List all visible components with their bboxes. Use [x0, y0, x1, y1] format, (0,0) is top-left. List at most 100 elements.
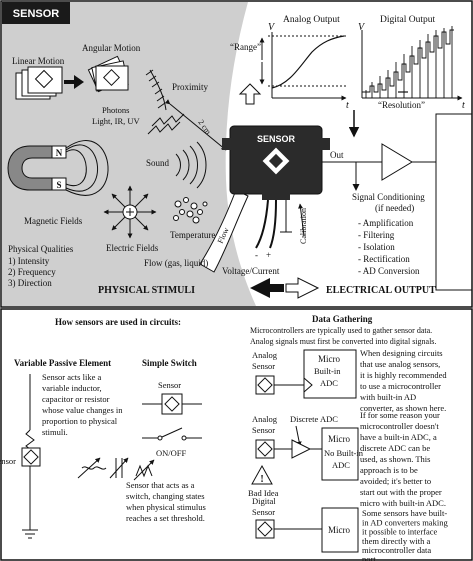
row3-desc-6: port.: [362, 554, 378, 561]
sensor-header: SENSOR: [13, 8, 60, 20]
row1-desc-5: with built-in AD: [360, 392, 416, 402]
electrical-output-label: ELECTRICAL OUTPUT: [326, 285, 436, 296]
sensor-header-bg: [2, 2, 70, 24]
switch-sensor-diamond: [164, 396, 180, 412]
digital-resolution-label: “Resolution”: [378, 100, 425, 110]
calibration-label: Calibration: [299, 208, 308, 244]
sound-waves-icon: [175, 141, 207, 189]
row2-micro-box: [321, 427, 359, 481]
row2-desc-5: used, as shown. This: [360, 454, 430, 464]
bottom-panel-frame: [0, 308, 473, 561]
row2-desc-1: If for some reason your: [360, 410, 440, 420]
photon-rays-icon: [147, 113, 185, 135]
switch-desc-3: when physical stimulus: [126, 502, 206, 512]
analog-v-axis: V: [268, 22, 276, 33]
magnetic-field-lines: [65, 140, 109, 196]
sensor-up-arrow: [238, 83, 262, 105]
variable-element-title: Variable Passive Element: [14, 358, 111, 368]
angular-motion-icon: [87, 55, 129, 93]
switch-title: Simple Switch: [142, 358, 197, 368]
row2-adc-label: ADC: [332, 460, 350, 470]
variable-desc-3: capacitor or resistor: [42, 394, 110, 404]
conditioning-isolation: - Isolation: [358, 242, 395, 252]
proximity-label: Proximity: [172, 82, 209, 92]
gathering-intro-2: Analog signals must first be converted i…: [250, 337, 436, 346]
magnet-south-label: S: [56, 180, 61, 190]
conditioning-title: Signal Conditioning: [352, 192, 425, 202]
switch-desc-2: switch, changing states: [126, 491, 205, 501]
row3-desc-5: microcontroller data: [362, 545, 431, 555]
warning-icon: [251, 464, 273, 485]
photons-label: Photons: [102, 105, 129, 115]
analog-output-title: Analog Output: [283, 15, 340, 25]
sensor-leads: [255, 199, 277, 249]
row2-desc-6: approach is to be: [360, 465, 418, 475]
circuits-title: How sensors are used in circuits:: [55, 317, 181, 327]
digital-output-title: Digital Output: [380, 15, 436, 25]
row3-desc-4: them directly with a: [362, 536, 430, 546]
row2-discrete-adc-icon: [291, 439, 312, 459]
row2-bad-idea: Bad Idea: [248, 488, 279, 498]
amplifier-icon: [381, 143, 413, 181]
switch-symbol-icon: [142, 427, 202, 441]
temperature-label: Temperature: [170, 230, 215, 240]
electric-fields-label: Electric Fields: [106, 243, 159, 253]
switch-onoff-label: ON/OFF: [156, 448, 187, 458]
switch-desc-1: Sensor that acts as a: [126, 480, 195, 490]
sensor-diamond-inner: [268, 153, 284, 169]
row1-desc-6: converter, as shown here.: [360, 403, 446, 413]
digital-t-axis: t: [462, 100, 465, 111]
row3-desc-3: it possible to interface: [362, 527, 438, 537]
row1-desc-3: it is highly recommended: [360, 370, 447, 380]
quality-direction: 3) Direction: [8, 278, 52, 288]
row1-micro-box: [303, 349, 357, 399]
lead-plus: +: [266, 250, 271, 260]
row1-desc-2: that use analog sensors,: [360, 359, 440, 369]
magnet-icon: [7, 145, 67, 191]
analog-t-axis: t: [346, 100, 349, 111]
row2-desc-7: avoided; it's better to: [360, 476, 431, 486]
row2-desc-9: micro with built-in ADC.: [360, 498, 446, 508]
angular-motion-label: Angular Motion: [82, 43, 141, 53]
row1-sensor-label-1: Analog: [252, 350, 278, 360]
variable-desc-2: variable inductor,: [42, 383, 102, 393]
row2-desc-8: start out with the proper: [360, 487, 442, 497]
linear-to-angular-arrow: [64, 75, 84, 89]
magnet-north-label: N: [56, 148, 63, 158]
row3-sensor-diamond: [257, 521, 273, 537]
variable-desc-1: Sensor acts like a: [42, 372, 101, 382]
row2-micro-label: Micro: [328, 434, 350, 444]
row1-desc-4: to use a microcontroller: [360, 381, 441, 391]
temperature-particles-icon: [173, 197, 208, 224]
quality-intensity: 1) Intensity: [8, 256, 50, 266]
variable-desc-6: stimuli.: [42, 427, 68, 437]
variable-desc-5: proportion to physical: [42, 416, 118, 426]
electric-field-icon: [103, 185, 157, 239]
sensor-body-label: SENSOR: [257, 134, 296, 144]
sensor-connector: [262, 192, 290, 200]
qualities-title: Physical Qualities: [8, 244, 74, 254]
out-label: Out: [330, 150, 344, 160]
quality-frequency: 2) Frequency: [8, 267, 56, 277]
linear-motion-label: Linear Motion: [12, 56, 65, 66]
magnetic-fields-label: Magnetic Fields: [24, 216, 83, 226]
linear-motion-icon: [15, 66, 63, 100]
conditioning-filtering: - Filtering: [358, 230, 395, 240]
variable-sensor-label: Sensor: [0, 456, 16, 466]
row1-adc-label: ADC: [320, 378, 338, 388]
stimuli-left-arrow: [250, 278, 284, 298]
variable-desc-4: whose value changes in: [42, 405, 123, 415]
conditioning-ad-conversion: - AD Conversion: [358, 266, 420, 276]
row2-discrete-label: Discrete ADC: [290, 414, 338, 424]
variable-sensor-diamond: [23, 449, 39, 465]
row1-desc-1: When designing circuits: [360, 348, 443, 358]
digital-v-axis: V: [358, 22, 366, 33]
row3-desc-1: Some sensors have built-: [362, 508, 447, 518]
gathering-intro-1: Microcontrollers are typically used to g…: [250, 326, 432, 335]
conditioning-rectification: - Rectification: [358, 254, 410, 264]
sensor-tab-right: [320, 138, 330, 150]
sound-label: Sound: [146, 158, 170, 168]
row2-desc-3: have a built-in ADC, a: [360, 432, 437, 442]
row3-desc-2: in AD converters making: [362, 517, 448, 527]
